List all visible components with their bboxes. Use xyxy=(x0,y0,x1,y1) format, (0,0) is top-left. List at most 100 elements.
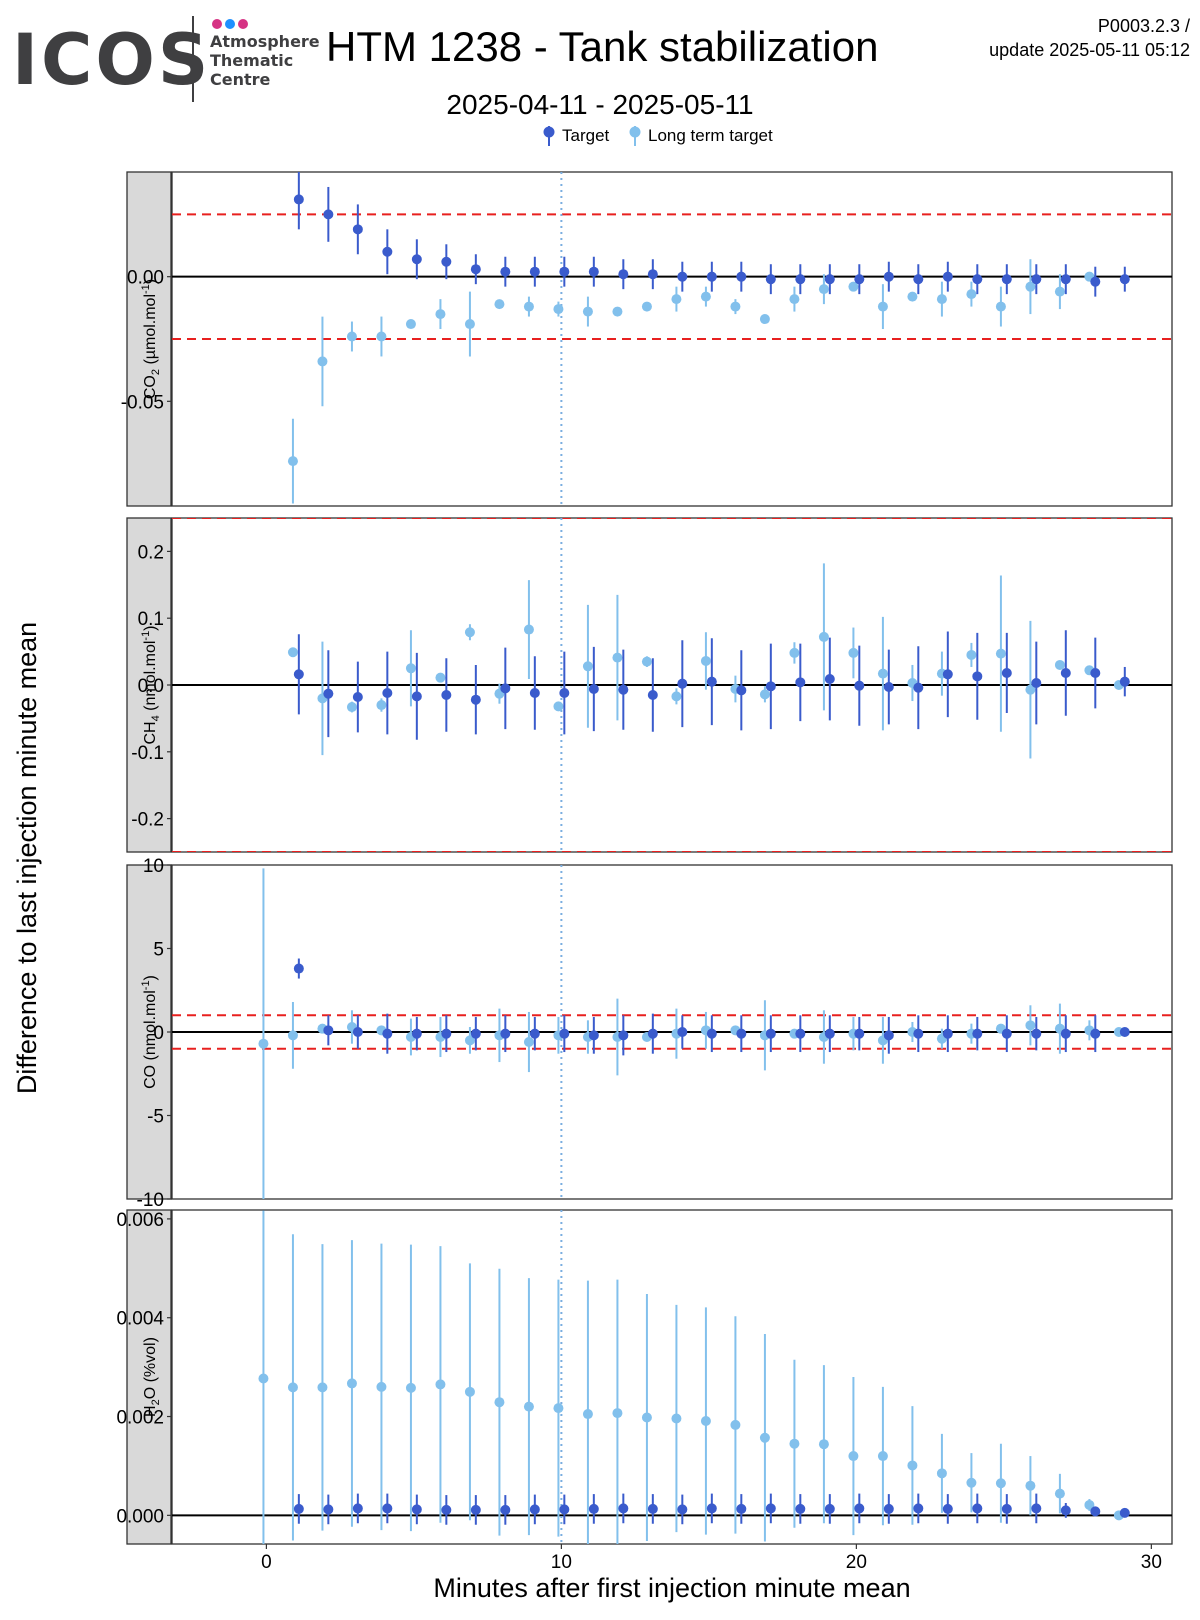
long-term-point xyxy=(553,304,564,315)
target-point xyxy=(618,1503,629,1514)
target-point xyxy=(1090,1028,1101,1039)
target-point xyxy=(913,682,924,693)
target-point xyxy=(293,669,304,680)
target-point xyxy=(411,1504,422,1515)
target-point xyxy=(529,688,540,699)
target-point xyxy=(323,1025,334,1036)
target-point xyxy=(706,1028,717,1039)
target-point xyxy=(647,269,658,280)
long-term-point xyxy=(287,456,298,467)
long-term-point xyxy=(376,700,387,711)
facet-strip-label: H2O (%vol) xyxy=(142,1337,162,1417)
long-term-point xyxy=(671,294,682,305)
target-point xyxy=(1031,1028,1042,1039)
target-point xyxy=(470,694,481,705)
facet-strip xyxy=(126,517,172,853)
logo-sub-line: Atmosphere xyxy=(210,32,320,51)
long-term-point xyxy=(995,301,1006,312)
target-point xyxy=(854,1503,865,1514)
target-point xyxy=(706,1503,717,1514)
target-point xyxy=(382,1503,393,1514)
x-tick-label: 20 xyxy=(846,1552,867,1573)
long-term-point xyxy=(789,294,800,305)
facet-strip-label: CO2 (µmol.mol-1) xyxy=(140,279,162,399)
target-point xyxy=(470,1028,481,1039)
target-point xyxy=(1060,1505,1071,1516)
long-term-point xyxy=(966,289,977,300)
long-term-point xyxy=(553,1403,564,1414)
target-point xyxy=(677,271,688,282)
target-point xyxy=(618,269,629,280)
x-tick-label: 30 xyxy=(1141,1552,1162,1573)
long-term-point xyxy=(700,291,711,302)
long-term-point xyxy=(1054,659,1065,670)
target-point xyxy=(913,1028,924,1039)
target-point xyxy=(736,271,747,282)
long-term-point xyxy=(700,655,711,666)
panel-frame xyxy=(171,1209,1173,1545)
target-point xyxy=(1001,1028,1012,1039)
target-point xyxy=(500,266,511,277)
long-term-point xyxy=(818,631,829,642)
long-term-point xyxy=(641,1412,652,1423)
target-point xyxy=(706,676,717,687)
target-point xyxy=(559,266,570,277)
y-tick-label: -0.1 xyxy=(131,743,164,764)
long-term-point xyxy=(435,309,446,320)
long-term-point xyxy=(582,306,593,317)
target-point xyxy=(795,1028,806,1039)
target-point xyxy=(854,680,865,691)
target-point xyxy=(293,963,304,974)
target-point xyxy=(441,256,452,267)
target-point xyxy=(736,1503,747,1514)
target-point xyxy=(1031,274,1042,285)
target-point xyxy=(795,677,806,688)
long-term-point xyxy=(464,627,475,638)
target-point xyxy=(1001,1503,1012,1514)
target-point xyxy=(1060,667,1071,678)
target-point xyxy=(1119,676,1130,687)
logo-dot xyxy=(238,19,248,29)
long-term-point xyxy=(287,1030,298,1041)
long-term-point xyxy=(759,1432,770,1443)
target-point xyxy=(470,1504,481,1515)
long-term-point xyxy=(405,1382,416,1393)
long-term-point xyxy=(287,647,298,658)
target-point xyxy=(706,271,717,282)
long-term-point xyxy=(523,301,534,312)
long-term-point xyxy=(730,1419,741,1430)
target-point xyxy=(972,1028,983,1039)
target-point xyxy=(647,690,658,701)
target-point xyxy=(1119,274,1130,285)
target-point xyxy=(618,1030,629,1041)
target-point xyxy=(1119,1507,1130,1518)
target-point xyxy=(352,1503,363,1514)
y-tick-label: 5 xyxy=(153,940,164,961)
y-tick-label: 10 xyxy=(143,856,164,877)
y-tick-label: -5 xyxy=(147,1107,164,1128)
long-term-point xyxy=(582,661,593,672)
logo-divider xyxy=(192,16,194,102)
target-point xyxy=(765,1503,776,1514)
target-point xyxy=(529,1028,540,1039)
target-point xyxy=(1090,276,1101,287)
y-axis-title: Difference to last injection minute mean xyxy=(12,622,42,1094)
target-point xyxy=(677,1027,688,1037)
long-term-point xyxy=(258,1038,269,1049)
target-point xyxy=(500,1504,511,1515)
long-term-point xyxy=(877,1451,888,1462)
y-tick-label: 0.1 xyxy=(138,609,164,630)
target-point xyxy=(647,1028,658,1039)
target-point xyxy=(972,671,983,682)
long-term-point xyxy=(936,1468,947,1479)
logo-sub-line: Centre xyxy=(210,70,271,89)
version-info: P0003.2.3 / update 2025-05-11 05:12 xyxy=(989,14,1190,62)
legend-swatch-target xyxy=(543,126,555,146)
target-point xyxy=(588,266,599,277)
target-point xyxy=(677,678,688,689)
long-term-point xyxy=(376,1381,387,1392)
panel-3: CO (nmol.mol-1) -10 -5 0 5 10 xyxy=(126,856,1173,1211)
target-point xyxy=(411,254,422,265)
logo-subtitle: Atmosphere Thematic Centre xyxy=(210,32,320,89)
update-line: update 2025-05-11 05:12 xyxy=(989,40,1190,60)
